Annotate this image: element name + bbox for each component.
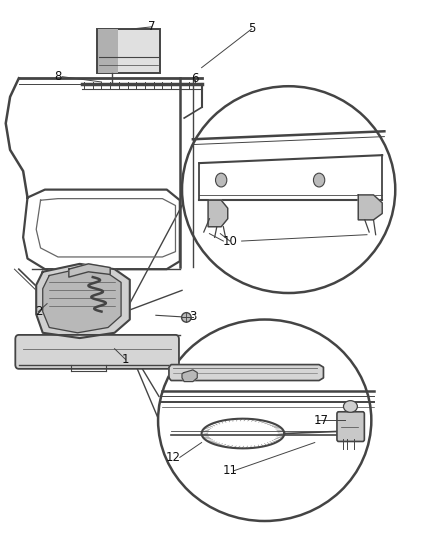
- Circle shape: [215, 173, 227, 187]
- FancyBboxPatch shape: [15, 335, 179, 369]
- Polygon shape: [98, 29, 118, 73]
- Text: 8: 8: [54, 70, 62, 83]
- Text: 5: 5: [248, 22, 255, 36]
- Text: 6: 6: [191, 72, 199, 85]
- Text: 3: 3: [189, 310, 197, 324]
- Polygon shape: [358, 195, 382, 220]
- Ellipse shape: [158, 319, 371, 521]
- Text: 17: 17: [314, 414, 329, 427]
- FancyBboxPatch shape: [337, 412, 364, 441]
- Text: 11: 11: [223, 464, 237, 477]
- Text: 10: 10: [223, 235, 237, 247]
- Polygon shape: [43, 269, 121, 333]
- Text: 2: 2: [35, 305, 42, 318]
- Polygon shape: [69, 264, 110, 277]
- Text: 1: 1: [122, 353, 129, 366]
- Polygon shape: [182, 370, 197, 382]
- Ellipse shape: [182, 86, 395, 293]
- Text: 7: 7: [148, 20, 155, 34]
- Polygon shape: [169, 365, 323, 381]
- Text: 12: 12: [166, 451, 181, 464]
- Circle shape: [314, 173, 325, 187]
- Ellipse shape: [343, 401, 357, 413]
- FancyBboxPatch shape: [97, 29, 160, 73]
- Ellipse shape: [182, 313, 191, 322]
- Polygon shape: [208, 200, 228, 227]
- Polygon shape: [36, 264, 130, 338]
